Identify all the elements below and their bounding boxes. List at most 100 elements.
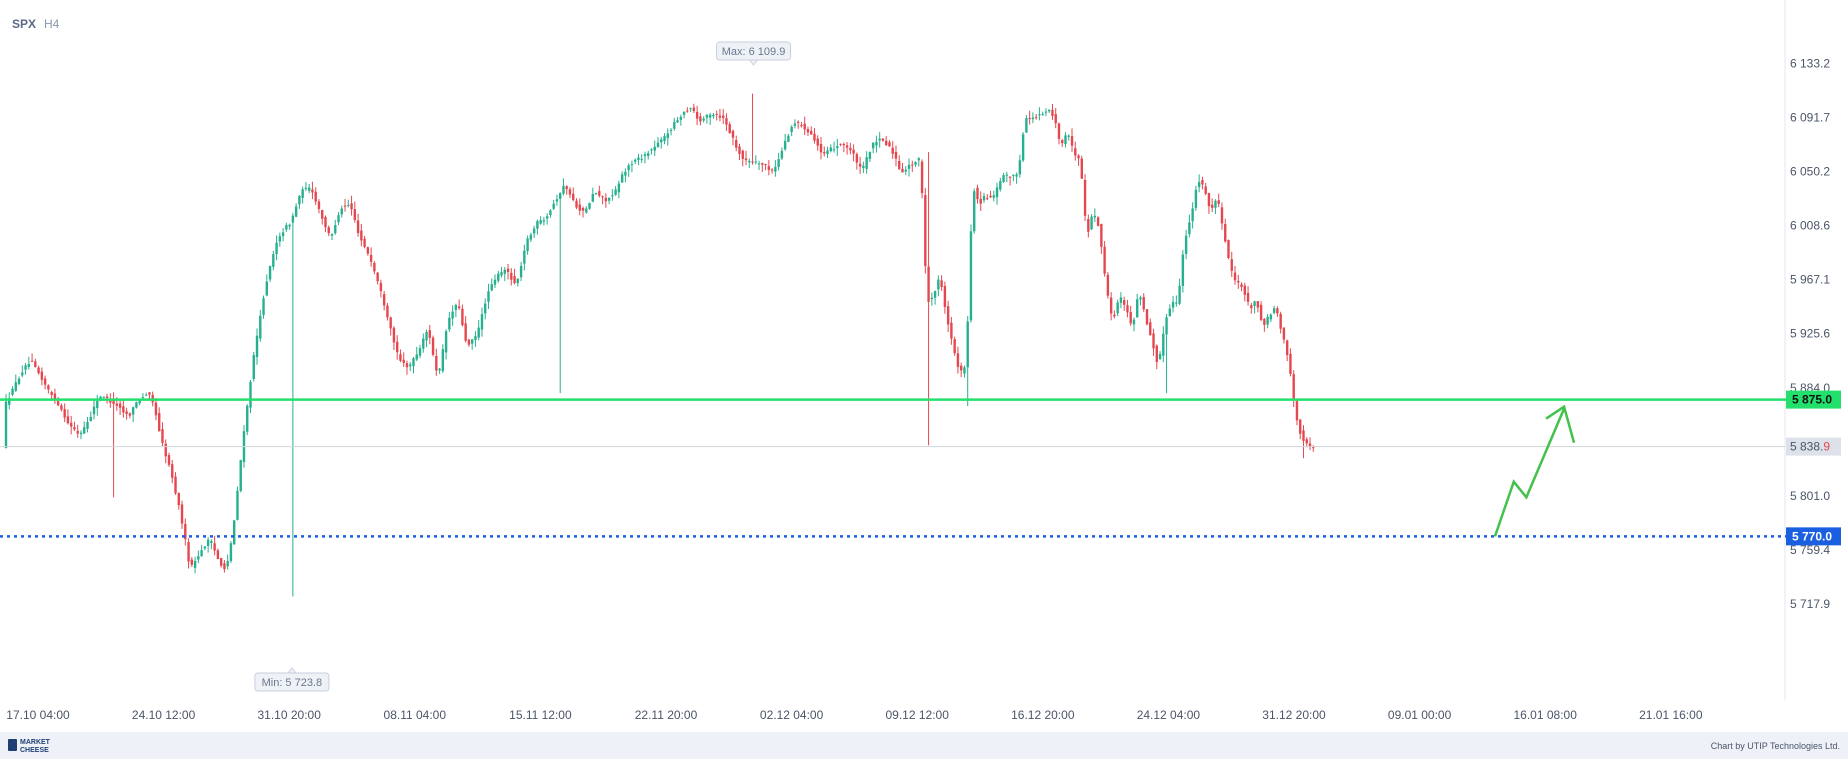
candle xyxy=(637,153,640,165)
candle xyxy=(1145,309,1149,326)
candle xyxy=(334,219,337,235)
candle xyxy=(858,156,862,174)
candle xyxy=(839,143,842,147)
candle xyxy=(832,141,836,153)
candle xyxy=(656,137,660,148)
candle xyxy=(425,329,428,348)
candle xyxy=(966,315,969,407)
candle xyxy=(761,162,764,173)
candle xyxy=(1201,176,1204,190)
candle xyxy=(1152,328,1155,356)
candle xyxy=(285,222,288,232)
candle xyxy=(738,143,741,160)
candle xyxy=(369,247,373,267)
candle xyxy=(37,365,40,375)
candle xyxy=(1217,193,1220,208)
candle xyxy=(379,279,383,298)
candle xyxy=(213,535,216,556)
candle xyxy=(881,138,885,142)
candle xyxy=(262,295,265,319)
candle xyxy=(461,304,464,327)
candle xyxy=(1008,176,1012,186)
candle xyxy=(467,338,471,347)
candle xyxy=(855,152,859,170)
candle xyxy=(1083,174,1087,221)
candle xyxy=(1207,192,1211,214)
candle xyxy=(307,183,311,194)
candle xyxy=(1194,185,1198,211)
candle xyxy=(1136,293,1139,318)
candlestick-series xyxy=(4,93,1315,597)
candle xyxy=(86,417,89,433)
candle xyxy=(40,367,44,386)
candle xyxy=(350,195,353,216)
candle xyxy=(963,365,966,378)
candle xyxy=(317,199,321,214)
candle xyxy=(627,163,630,177)
candle xyxy=(60,403,63,412)
candle xyxy=(340,205,343,218)
candle xyxy=(1064,132,1067,148)
candle xyxy=(823,146,826,157)
candle xyxy=(585,206,588,214)
time-axis: 17.10 04:00 24.10 12:00 31.10 20:00 08.11 0… xyxy=(6,708,1703,722)
candle xyxy=(92,399,96,420)
candle xyxy=(500,266,503,278)
candle xyxy=(1250,302,1253,314)
candle xyxy=(311,181,314,200)
candle xyxy=(1184,229,1188,260)
svg-text:Min: 5 723.8: Min: 5 723.8 xyxy=(262,677,323,689)
candle xyxy=(343,198,347,212)
candle xyxy=(477,319,480,341)
candle xyxy=(405,360,409,375)
candle xyxy=(591,187,594,203)
candle xyxy=(1259,301,1263,322)
candle xyxy=(728,121,731,134)
credit-text: Chart by UTIP Technologies Ltd. xyxy=(1711,741,1840,751)
candle xyxy=(976,184,979,204)
candle xyxy=(647,150,650,160)
candle xyxy=(633,158,637,165)
candle xyxy=(575,198,578,210)
candle xyxy=(722,108,725,125)
x-tick-label: 21.01 16:00 xyxy=(1639,708,1703,722)
candle xyxy=(712,112,715,119)
candle xyxy=(448,311,451,332)
candle xyxy=(660,136,663,149)
candle xyxy=(278,232,282,247)
candle xyxy=(47,384,50,394)
candle xyxy=(190,557,194,567)
candle xyxy=(1119,292,1123,309)
candle xyxy=(849,142,852,155)
candle xyxy=(630,160,634,173)
y-tick-label: 5 967.1 xyxy=(1790,273,1830,287)
candle xyxy=(27,356,31,370)
candle xyxy=(898,155,901,170)
candle xyxy=(1122,296,1126,311)
candle xyxy=(1061,138,1064,147)
candle xyxy=(506,263,510,280)
candle xyxy=(542,216,546,226)
x-tick-label: 02.12 04:00 xyxy=(760,708,824,722)
candle xyxy=(767,160,771,176)
candle xyxy=(790,125,793,137)
candle xyxy=(819,136,823,160)
candle xyxy=(813,128,816,144)
candle xyxy=(959,362,963,378)
candle xyxy=(555,194,559,206)
candle xyxy=(751,93,754,165)
y-tick-label: 6 008.6 xyxy=(1790,219,1830,233)
candle xyxy=(412,356,415,374)
candle xyxy=(21,365,24,378)
candle xyxy=(829,144,832,153)
y-tick-label: 6 050.2 xyxy=(1790,164,1830,178)
candle xyxy=(1237,274,1240,289)
candle xyxy=(187,538,190,569)
x-tick-label: 16.01 08:00 xyxy=(1513,708,1577,722)
candle xyxy=(441,344,445,373)
marketcheese-logo[interactable]: MARKET CHEESE xyxy=(8,739,51,754)
candle xyxy=(764,163,767,171)
level-badge xyxy=(1786,390,1841,409)
candle xyxy=(249,380,252,414)
